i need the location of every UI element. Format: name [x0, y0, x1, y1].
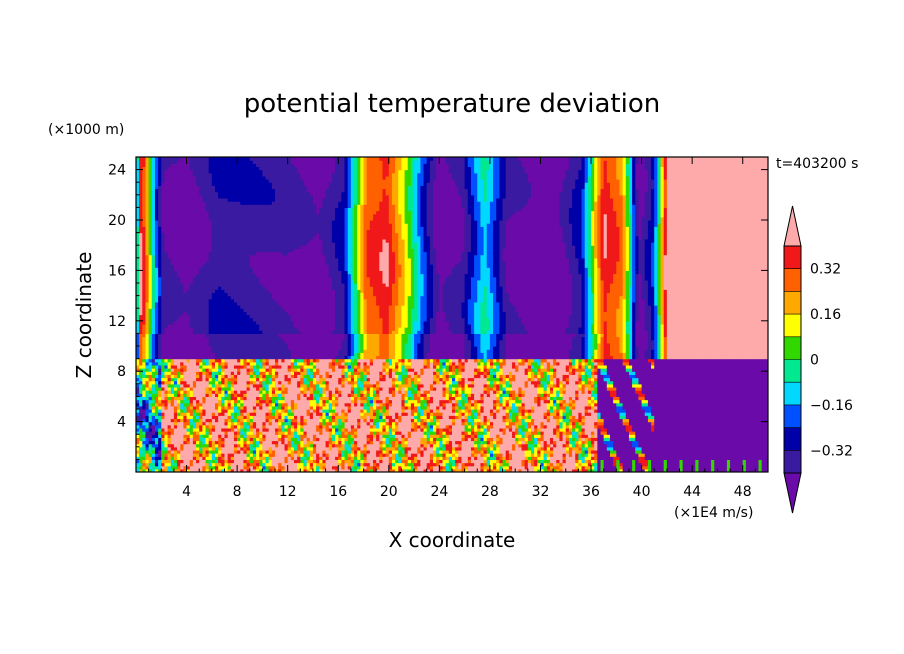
y-unit-label: (×1000 m) — [48, 122, 124, 138]
contour-field — [136, 157, 769, 473]
chart-figure: potential temperature deviation (×1000 m… — [0, 0, 904, 654]
chart-title: potential temperature deviation — [244, 89, 660, 119]
time-label: t=403200 s — [776, 156, 858, 172]
